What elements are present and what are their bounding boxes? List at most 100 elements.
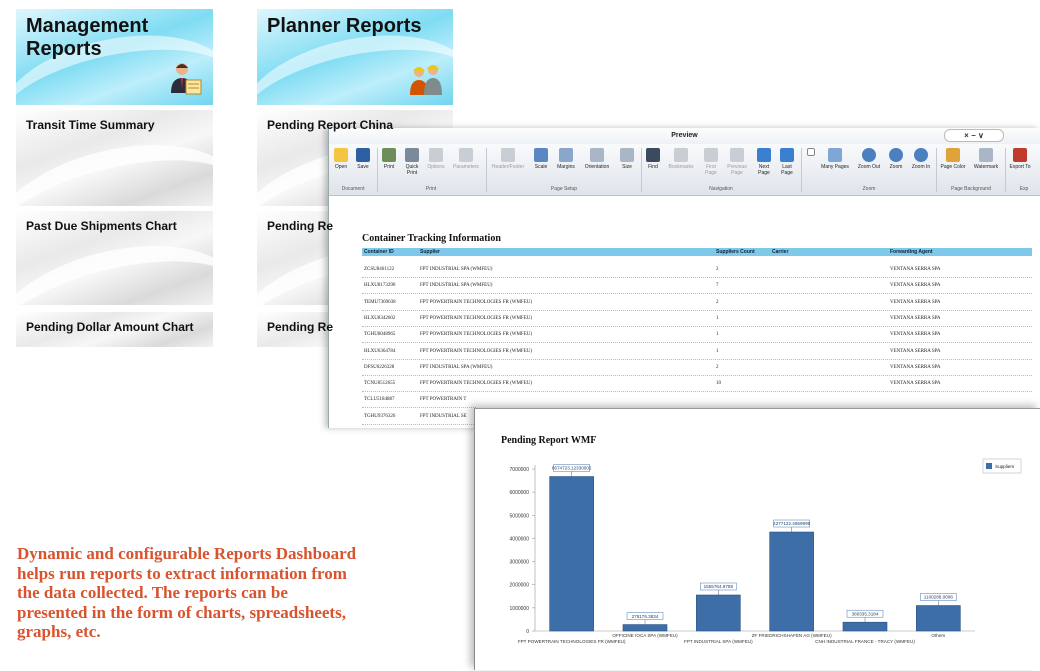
next-page-button[interactable]: Next Page <box>753 148 775 176</box>
report-tile[interactable]: Past Due Shipments Chart <box>16 211 213 305</box>
first-page-button[interactable]: First Page <box>701 148 721 176</box>
table-cell: VENTANA SERRA SPA <box>890 299 941 305</box>
table-cell: 2 <box>716 267 719 272</box>
first-page-icon <box>704 148 718 162</box>
bookmarks-label: Bookmarks <box>668 164 694 170</box>
management-reports-title: Management Reports <box>26 15 149 60</box>
bar <box>916 605 961 632</box>
previous-page-label: Previous Page <box>727 164 747 176</box>
previous-page-button[interactable]: Previous Page <box>724 148 750 176</box>
bookmarks-button[interactable]: Bookmarks <box>665 148 697 170</box>
scale-button[interactable]: Scale <box>531 148 551 170</box>
table-row: DFSU6226328 FPT INDUSTRIAL SPA (WMFEU) 2 VE… <box>362 360 1032 376</box>
table-cell: VENTANA SERRA SPA <box>890 267 941 272</box>
data-label: 1555764.9788 <box>704 584 734 589</box>
export-button[interactable]: Export To <box>1009 148 1031 170</box>
orientation-button[interactable]: Orientation <box>581 148 613 170</box>
bar <box>549 476 594 632</box>
data-label-box <box>553 464 590 472</box>
group-page-setup: Page Setup <box>550 186 578 192</box>
options-button[interactable]: Options <box>425 148 447 170</box>
data-label: 1100288.0008 <box>924 595 953 600</box>
group-page-background: Page Background <box>951 186 991 192</box>
group-print: Print <box>425 186 437 192</box>
table-cell: VENTANA SERRA SPA <box>890 381 941 387</box>
margins-label: Margins <box>557 164 575 170</box>
table-cell: HLXU8173290 <box>364 283 396 289</box>
zoom-label: Zoom <box>889 164 903 170</box>
size-icon <box>620 148 634 162</box>
open-button[interactable]: Open <box>331 148 351 170</box>
folder-icon <box>334 148 348 162</box>
table-cell: ZCSU8461122 <box>364 267 395 272</box>
table-cell: FPT POWERTRAIN TECHNOLOGIES FR (WMFEU) <box>420 332 533 338</box>
table-cell: 1 <box>716 315 719 321</box>
margins-icon <box>559 148 573 162</box>
watermark-button[interactable]: Watermark <box>971 148 1001 170</box>
zoom-in-button[interactable]: Zoom In <box>909 148 933 170</box>
table-cell: FPT INDUSTRIAL SPA (WMFEU) <box>420 267 493 272</box>
bar <box>622 624 668 632</box>
chart-window: Pending Report WMF 0 1000000 2000000 300000… <box>474 408 1040 670</box>
last-page-label: Last Page <box>781 164 793 176</box>
report-tile[interactable]: Transit Time Summary <box>16 110 213 206</box>
table-cell: TGHU8048965 <box>364 332 396 338</box>
orientation-icon <box>590 148 604 162</box>
page-color-button[interactable]: Page Color <box>939 148 967 170</box>
planner-reports-header[interactable]: Planner Reports <box>257 9 453 105</box>
save-button[interactable]: Save <box>353 148 373 170</box>
watermark-label: Watermark <box>973 164 999 170</box>
table-row: TCNU8512655 FPT POWERTRAIN TECHNOLOGIES F… <box>362 376 1032 393</box>
table-cell: VENTANA SERRA SPA <box>890 364 941 370</box>
zoom-button[interactable]: Zoom <box>886 148 906 170</box>
table-row: HLXU8173290 FPT INDUSTRIAL SPA (WMFEU) 7 VE… <box>362 278 1032 295</box>
many-pages-button[interactable]: Many Pages <box>819 148 851 170</box>
table-cell: VENTANA SERRA SPA <box>890 283 941 289</box>
header-footer-button[interactable]: Header/Footer <box>489 148 527 170</box>
table-cell: 7 <box>716 283 719 289</box>
table-cell: HLXU6364784 <box>364 348 396 354</box>
table-cell: FPT POWERTRAIN T <box>420 397 467 403</box>
previous-page-icon <box>730 148 744 162</box>
group-document: Document <box>341 186 365 192</box>
y-tick-label: 6000000 <box>510 490 530 496</box>
many-pages-label: Many Pages <box>821 164 849 170</box>
last-page-icon <box>780 148 794 162</box>
table-cell: TCNU8512655 <box>364 381 396 387</box>
report-tile-label: Transit Time Summary <box>26 118 155 132</box>
margins-button[interactable]: Margins <box>555 148 577 170</box>
table-cell: 2 <box>716 299 719 305</box>
data-label: 380335.3184 <box>852 611 879 616</box>
find-button[interactable]: Find <box>643 148 663 170</box>
table-cell: 2 <box>716 364 719 370</box>
ribbon-toolbar: Open Save Document Print Quick Print Opt… <box>329 144 1040 196</box>
zoom-out-button[interactable]: Zoom Out <box>855 148 883 170</box>
data-label: 6674723.12330002 <box>552 466 592 471</box>
description-line: Dynamic and configurable Reports Dashboa… <box>17 544 357 563</box>
management-reports-header[interactable]: Management Reports <box>16 9 213 105</box>
data-label: 4277122.4959999 <box>773 521 810 526</box>
open-label: Open <box>334 164 348 170</box>
report-tile[interactable]: Pending Dollar Amount Chart <box>16 312 213 347</box>
last-page-button[interactable]: Last Page <box>777 148 797 176</box>
y-tick-label: 3000000 <box>510 560 530 566</box>
data-label-box <box>626 612 664 620</box>
paint-bucket-icon <box>946 148 960 162</box>
binoculars-icon <box>646 148 660 162</box>
preview-title-bar: Preview × − ∨ <box>329 128 1040 144</box>
quick-print-button[interactable]: Quick Print <box>401 148 423 176</box>
group-export: Exp <box>1019 186 1029 192</box>
watermark-icon <box>979 148 993 162</box>
quick-print-label: Quick Print <box>405 164 419 176</box>
legend-box <box>982 458 1022 474</box>
pointer-tool[interactable] <box>804 148 818 158</box>
size-button[interactable]: Size <box>617 148 637 170</box>
window-controls[interactable]: × − ∨ <box>944 129 1004 142</box>
table-header: Container ID Supplier Suppliers Count Ca… <box>362 248 1032 256</box>
table-row: TGHU9376326 FPT INDUSTRIAL SE <box>362 409 476 425</box>
report-tile-label: Pending Report China <box>267 118 393 132</box>
table-cell: VENTANA SERRA SPA <box>890 332 941 338</box>
parameters-button[interactable]: Parameters <box>449 148 483 170</box>
x-tick-label: Others <box>931 633 945 638</box>
print-button[interactable]: Print <box>379 148 399 170</box>
